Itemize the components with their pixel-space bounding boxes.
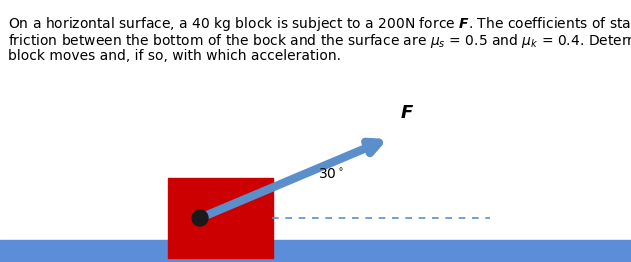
Bar [0,240,631,262]
Text: On a horizontal surface, a 40 kg block is subject to a 200N force $\boldsymbol{F: On a horizontal surface, a 40 kg block i… [8,15,631,33]
Circle shape [192,210,208,226]
Text: 30$^\circ$: 30$^\circ$ [318,168,344,182]
Text: friction between the bottom of the bock and the surface are $\mu_s$ = 0.5 and $\: friction between the bottom of the bock … [8,32,631,50]
Bar [168,178,273,258]
Text: block moves and, if so, with which acceleration.: block moves and, if so, with which accel… [8,49,341,63]
Text: $\boldsymbol{F}$: $\boldsymbol{F}$ [400,104,414,122]
